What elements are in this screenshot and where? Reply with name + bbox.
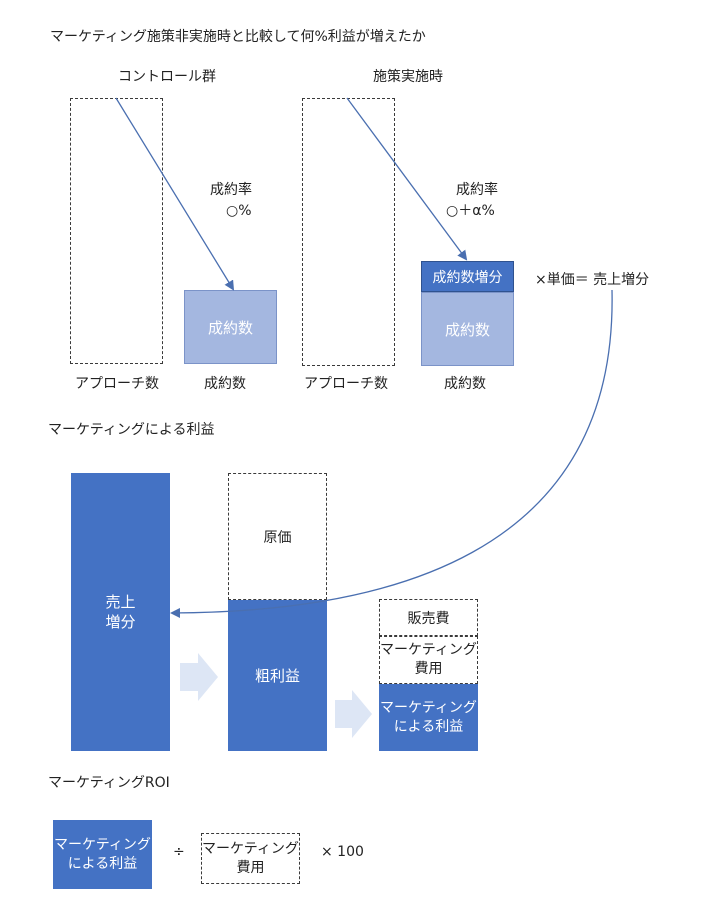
roi-numerator-box: マーケティング による利益 [53, 820, 152, 889]
treatment-rate-label: 成約率 [456, 182, 498, 198]
control-group-title: コントロール群 [118, 69, 216, 85]
sga-box: 販売費 [379, 599, 478, 636]
profit-section-title: マーケティングによる利益 [48, 422, 215, 438]
marketing-profit-box: マーケティング による利益 [379, 684, 478, 751]
sales-increase-curve-arrow [170, 289, 613, 618]
cost-box: 原価 [228, 473, 327, 600]
flow-arrow-1 [180, 653, 218, 701]
control-contract-box: 成約数 [184, 290, 277, 364]
control-contract-label: 成約数 [204, 376, 246, 392]
unit-price-formula: ×単価＝ 売上増分 [535, 272, 650, 288]
control-approach-label: アプローチ数 [75, 376, 159, 392]
page-heading: マーケティング施策非実施時と比較して何%利益が増えたか [50, 29, 426, 45]
gross-profit-box: 粗利益 [228, 600, 327, 751]
treatment-contract-label: 成約数 [444, 376, 486, 392]
multiply-100: × 100 [321, 844, 364, 860]
marketing-cost-box: マーケティング 費用 [379, 636, 478, 684]
roi-section-title: マーケティングROI [48, 775, 170, 791]
control-rate-arrow [115, 97, 235, 291]
control-rate-label: 成約率 [210, 182, 252, 198]
divide-sign: ÷ [173, 844, 185, 860]
control-rate-value: ○% [226, 203, 252, 219]
control-approach-box [70, 98, 163, 364]
treatment-contract-box: 成約数 [421, 292, 514, 366]
treatment-title: 施策実施時 [373, 69, 443, 85]
treatment-approach-label: アプローチ数 [304, 376, 388, 392]
sales-increase-box: 売上 増分 [71, 473, 170, 751]
treatment-rate-arrow [346, 97, 468, 261]
contract-increase-box: 成約数増分 [421, 261, 514, 292]
treatment-rate-value: ○＋α% [446, 203, 495, 219]
flow-arrow-2 [335, 690, 372, 738]
roi-denominator-box: マーケティング 費用 [201, 833, 300, 884]
